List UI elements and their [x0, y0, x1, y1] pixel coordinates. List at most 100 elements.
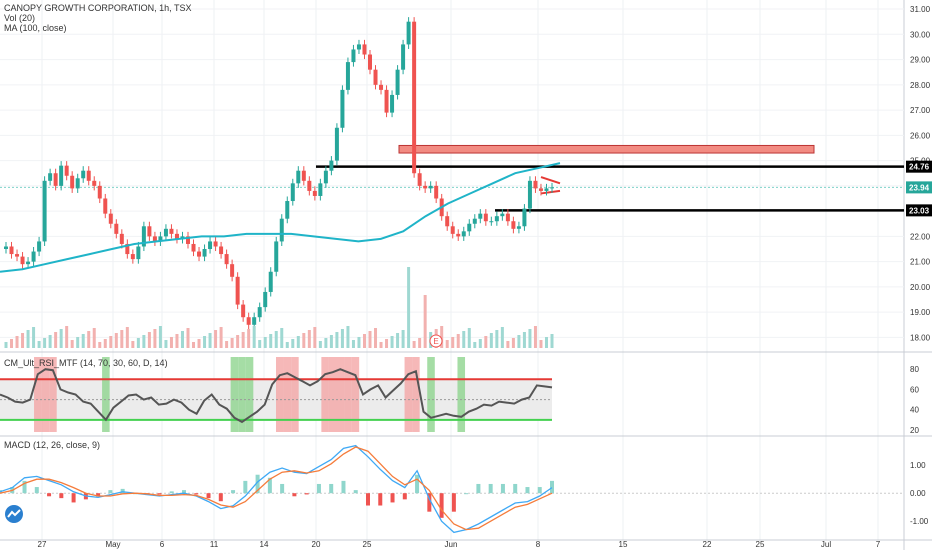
volume-bar: [296, 336, 300, 348]
candle-body: [108, 213, 113, 224]
volume-bar: [76, 337, 80, 348]
time-tick: 14: [260, 540, 269, 549]
volume-bar: [511, 338, 515, 348]
candle-body: [461, 231, 466, 237]
macd-histogram-bar: [341, 480, 346, 494]
time-tick: 20: [312, 540, 321, 549]
volume-bar: [158, 326, 162, 348]
volume-bar: [440, 326, 444, 348]
earnings-marker-label: E: [433, 337, 438, 346]
time-tick: 8: [536, 540, 541, 549]
candle-body: [224, 254, 229, 265]
candle-body: [450, 226, 455, 234]
volume-bar: [219, 327, 223, 348]
earnings-marker[interactable]: [429, 334, 443, 348]
price-tick: 22.00: [910, 232, 931, 241]
candle-body: [522, 208, 527, 227]
rsi-highlight: [344, 357, 352, 432]
candle-body: [318, 183, 323, 196]
volume-bar: [10, 339, 14, 348]
volume-bar: [208, 333, 212, 348]
macd-histogram-bar: [353, 490, 358, 494]
time-tick: Jul: [821, 540, 831, 549]
candle-body: [368, 54, 372, 70]
macd-tick: 0.00: [910, 489, 926, 498]
volume-bar: [313, 327, 317, 348]
volume-bar: [401, 330, 405, 348]
volume-bar: [456, 334, 460, 348]
candle-body: [494, 216, 499, 222]
volume-bar: [451, 337, 455, 348]
time-tick: 7: [876, 540, 881, 549]
low-level-badge: [906, 204, 932, 217]
volume-bar: [252, 326, 256, 348]
volume-bar: [142, 335, 146, 348]
candle-body: [434, 185, 439, 199]
candle-body: [296, 170, 301, 184]
volume-bar: [109, 336, 113, 348]
volume-bar: [175, 334, 179, 348]
candle-body: [147, 226, 152, 237]
candle-body: [208, 241, 213, 250]
volume-bar: [407, 267, 411, 348]
macd-histogram-bar: [157, 493, 162, 495]
candle-body: [75, 178, 80, 189]
volume-bar: [258, 340, 262, 348]
macd-histogram-bar: [427, 493, 432, 512]
volume-bar: [98, 342, 102, 348]
volume-bar: [37, 341, 41, 348]
volume-bar: [423, 295, 427, 348]
candle-body: [417, 173, 422, 186]
chart-title: CANOPY GROWTH CORPORATION, 1h, TSX: [4, 3, 192, 13]
macd-histogram-bar: [194, 493, 199, 495]
rsi-highlight: [102, 357, 110, 432]
volume-bar: [114, 333, 118, 348]
candle-body: [467, 223, 472, 232]
candle-body: [345, 62, 350, 90]
candle-body: [59, 165, 64, 186]
volume-bar: [164, 340, 168, 348]
volume-bar: [539, 340, 543, 348]
candle-body: [48, 173, 53, 181]
ma-100-line: [0, 162, 561, 273]
macd-histogram-bar: [59, 493, 64, 499]
volume-bar: [374, 328, 378, 348]
volume-bar: [70, 340, 74, 348]
volume-bar: [81, 334, 85, 348]
volume-bar: [550, 334, 554, 348]
candle-body: [241, 304, 246, 318]
candle-body: [20, 256, 25, 265]
candle-body: [81, 170, 86, 179]
time-tick: 25: [756, 540, 765, 549]
volume-bar: [362, 334, 366, 348]
resistance-zone: [398, 144, 815, 154]
candle-body: [472, 218, 477, 224]
price-tick: 21.00: [910, 258, 931, 267]
rsi-highlight: [283, 357, 292, 432]
volume-bar: [15, 336, 19, 348]
candle-body: [268, 271, 273, 292]
volume-bar: [307, 330, 311, 348]
volume-bar: [528, 329, 532, 348]
macd-histogram-bar: [206, 493, 211, 499]
time-tick: 22: [703, 540, 712, 549]
last-price-badge: [906, 181, 932, 194]
candle-body: [334, 127, 339, 161]
macd-histogram-bar: [439, 493, 444, 518]
rsi-tick: 20: [910, 426, 919, 435]
candle-body: [191, 243, 196, 252]
rsi-tick: 80: [910, 365, 919, 374]
rsi-highlight: [276, 357, 284, 432]
candle-body: [97, 185, 102, 199]
candle-body: [136, 246, 141, 260]
macd-histogram-bar: [451, 493, 456, 512]
volume-bar: [92, 328, 96, 348]
candle-body: [423, 185, 428, 189]
price-tick: 31.00: [910, 5, 931, 14]
volume-bar: [153, 329, 157, 348]
rsi-highlight: [245, 357, 254, 432]
volume-bar: [544, 337, 548, 348]
volume-bar: [32, 327, 36, 348]
candle-body: [505, 213, 510, 222]
